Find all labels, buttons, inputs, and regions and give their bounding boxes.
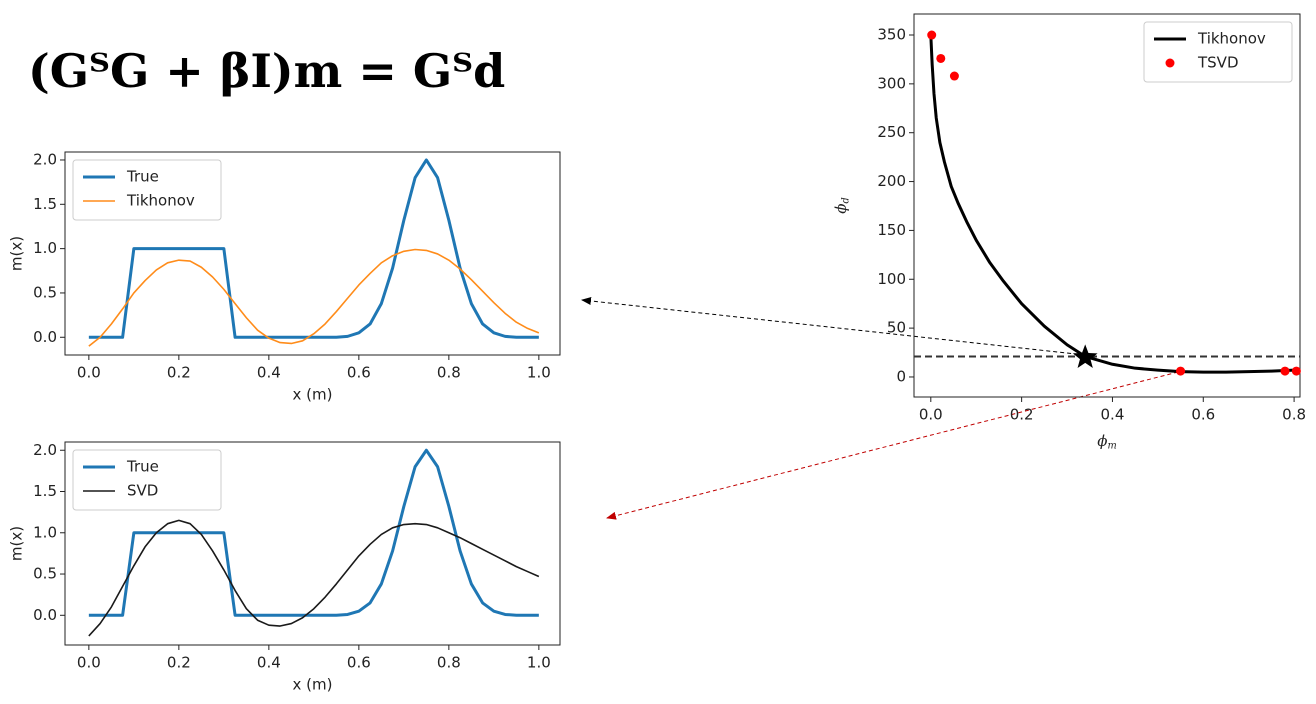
y-tick-label: 1.5 xyxy=(33,195,57,213)
y-tick-label: 250 xyxy=(877,123,906,141)
y-tick-label: 0.5 xyxy=(33,283,57,301)
legend-label: Tikhonov xyxy=(126,192,195,210)
x-tick-label: 1.0 xyxy=(527,364,551,382)
y-tick-label: 100 xyxy=(877,270,906,288)
legend-label: SVD xyxy=(127,482,158,500)
legend-label: Tikhonov xyxy=(1197,30,1266,48)
x-tick-label: 0.6 xyxy=(347,364,371,382)
y-tick-label: 1.5 xyxy=(33,482,57,500)
y-tick-label: 350 xyxy=(877,26,906,44)
y-tick-label: 1.0 xyxy=(33,523,57,541)
y-axis-label: m(x) xyxy=(8,236,26,271)
y-tick-label: 1.0 xyxy=(33,239,57,257)
x-tick-label: 0.6 xyxy=(1191,406,1215,424)
data-point xyxy=(949,71,959,81)
plot-frame xyxy=(64,151,561,356)
x-tick-label: 0.8 xyxy=(437,364,461,382)
plot-frame xyxy=(64,441,561,646)
y-tick-label: 0.0 xyxy=(33,328,57,346)
legend-box xyxy=(1143,21,1293,83)
legend-box xyxy=(72,449,222,511)
series-line xyxy=(88,248,540,347)
x-tick-label: 0.4 xyxy=(257,364,281,382)
label-symbol: ϕ xyxy=(832,204,850,214)
y-tick-label: 0.0 xyxy=(33,606,57,624)
x-tick-label: 0.0 xyxy=(919,406,943,424)
y-tick-label: 150 xyxy=(877,221,906,239)
data-point xyxy=(1176,366,1186,376)
y-tick-label: 0.5 xyxy=(33,565,57,583)
y-tick-label: 2.0 xyxy=(33,441,57,459)
equation: (GᵀG + βI)m = Gᵀd xyxy=(28,44,505,98)
series-line xyxy=(88,519,540,637)
legend-label: True xyxy=(126,458,159,476)
x-tick-label: 0.2 xyxy=(167,364,191,382)
plot-frame xyxy=(913,13,1301,398)
x-tick-label: 1.0 xyxy=(527,654,551,672)
y-axis-label: ϕd xyxy=(832,197,851,213)
label-subscript: d xyxy=(840,197,851,203)
label-subscript: m xyxy=(1107,440,1116,451)
y-tick-label: 0 xyxy=(896,367,906,385)
data-point xyxy=(1291,366,1301,376)
arrow-tikhonov xyxy=(581,297,1086,356)
x-tick-label: 0.0 xyxy=(77,654,101,672)
x-axis-label: ϕm xyxy=(1097,432,1116,451)
x-tick-label: 0.0 xyxy=(77,364,101,382)
series-line xyxy=(88,448,539,617)
label-symbol: ϕ xyxy=(1097,432,1107,450)
x-tick-label: 0.6 xyxy=(347,654,371,672)
data-point xyxy=(1280,366,1290,376)
legend-box xyxy=(72,159,222,221)
y-tick-label: 2.0 xyxy=(33,150,57,168)
series-line xyxy=(88,158,539,339)
x-tick-label: 0.8 xyxy=(1282,406,1306,424)
y-tick-label: 50 xyxy=(887,319,906,337)
x-axis-label: x (m) xyxy=(293,386,333,404)
y-tick-label: 300 xyxy=(877,74,906,92)
series-line xyxy=(929,34,1295,374)
legend-label: TSVD xyxy=(1197,54,1239,72)
y-axis-label: m(x) xyxy=(8,526,26,561)
data-point xyxy=(927,30,937,40)
x-tick-label: 0.8 xyxy=(437,654,461,672)
x-tick-label: 0.4 xyxy=(1101,406,1125,424)
x-tick-label: 0.2 xyxy=(1010,406,1034,424)
y-tick-label: 200 xyxy=(877,172,906,190)
arrow-svd xyxy=(606,371,1179,520)
x-tick-label: 0.2 xyxy=(167,654,191,672)
data-point xyxy=(936,53,946,63)
legend-label: True xyxy=(126,168,159,186)
selected-point xyxy=(1072,344,1098,368)
x-axis-label: x (m) xyxy=(293,676,333,694)
legend-swatch xyxy=(1165,58,1175,68)
x-tick-label: 0.4 xyxy=(257,654,281,672)
